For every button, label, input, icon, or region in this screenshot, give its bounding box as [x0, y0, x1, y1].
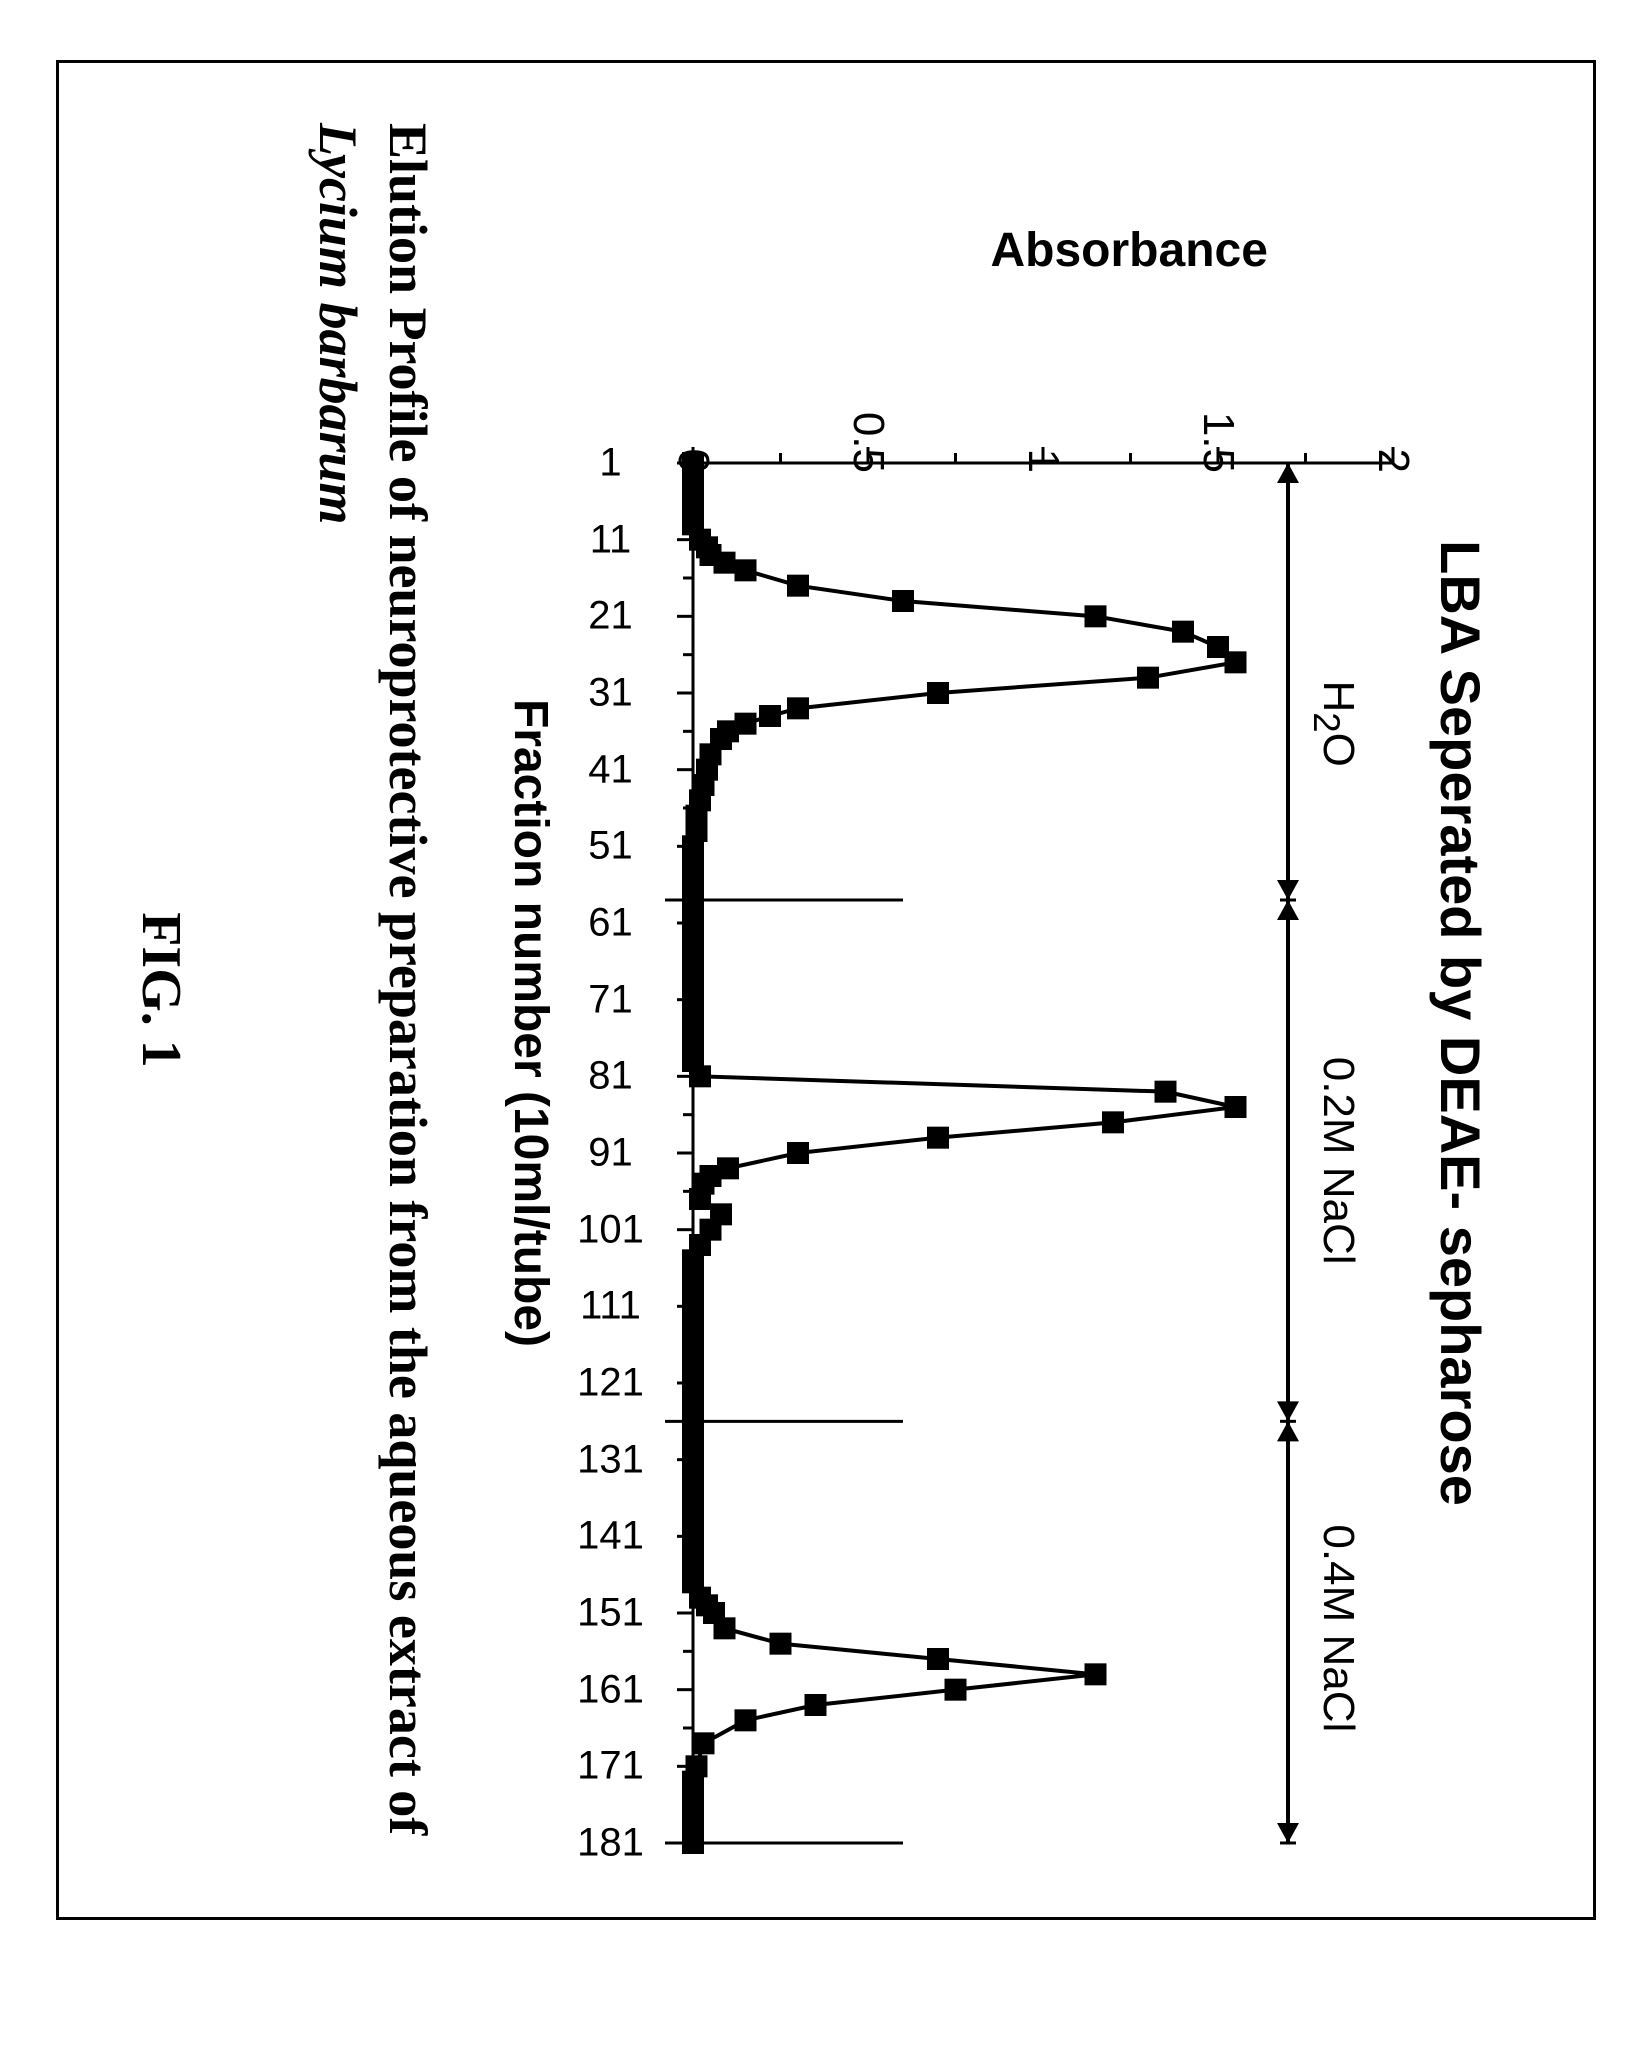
x-tick-label: 111	[580, 1284, 641, 1329]
y-axis-label: Absorbance	[991, 223, 1268, 278]
x-axis-label: Fraction number (10ml/tube)	[503, 183, 558, 1863]
chart-title: LBA Seperated by DEAE- sepharose	[1428, 183, 1493, 1863]
chart-container: LBA Seperated by DEAE- sepharose Absorba…	[513, 183, 1513, 1863]
x-tick-label: 21	[588, 594, 633, 639]
x-tick-label: 61	[588, 901, 633, 946]
x-tick-label: 161	[577, 1667, 644, 1712]
x-tick-label: 151	[577, 1591, 644, 1636]
region-label: 0.2M NaCl	[1313, 1057, 1363, 1265]
chart-svg	[693, 463, 1393, 1843]
x-tick-label: 91	[588, 1131, 633, 1176]
x-tick-label: 101	[577, 1207, 644, 1252]
caption-line2-italic: Lycium barbarum	[308, 123, 368, 525]
y-tick-label: 1	[1018, 373, 1068, 473]
y-tick-label: 2	[1368, 373, 1418, 473]
plot-area	[693, 463, 1393, 1843]
x-tick-label: 11	[590, 517, 632, 562]
region-label: H2O	[1305, 680, 1363, 766]
region-label: 0.4M NaCl	[1313, 1524, 1363, 1732]
x-tick-label: 181	[577, 1821, 644, 1866]
caption-line1: Elution Profile of neuroprotective prepa…	[378, 123, 438, 1835]
x-tick-label: 121	[577, 1361, 644, 1406]
x-tick-label: 131	[577, 1437, 644, 1482]
y-tick-label: 0	[668, 373, 718, 473]
x-tick-label: 31	[588, 671, 633, 716]
x-tick-label: 171	[577, 1744, 644, 1789]
y-tick-label: 0.5	[843, 373, 893, 473]
figure-number: FIG. 1	[129, 63, 193, 1917]
page-rotated: LBA Seperated by DEAE- sepharose Absorba…	[0, 0, 1636, 2063]
x-tick-label: 141	[577, 1514, 644, 1559]
x-tick-label: 81	[588, 1054, 633, 1099]
x-tick-label: 1	[599, 441, 621, 486]
figure-outer-frame: LBA Seperated by DEAE- sepharose Absorba…	[56, 60, 1596, 1920]
x-tick-label: 41	[588, 747, 633, 792]
x-tick-label: 51	[588, 824, 633, 869]
y-tick-label: 1.5	[1193, 373, 1243, 473]
figure-caption: Elution Profile of neuroprotective prepa…	[303, 123, 443, 1883]
x-tick-label: 71	[588, 977, 633, 1022]
